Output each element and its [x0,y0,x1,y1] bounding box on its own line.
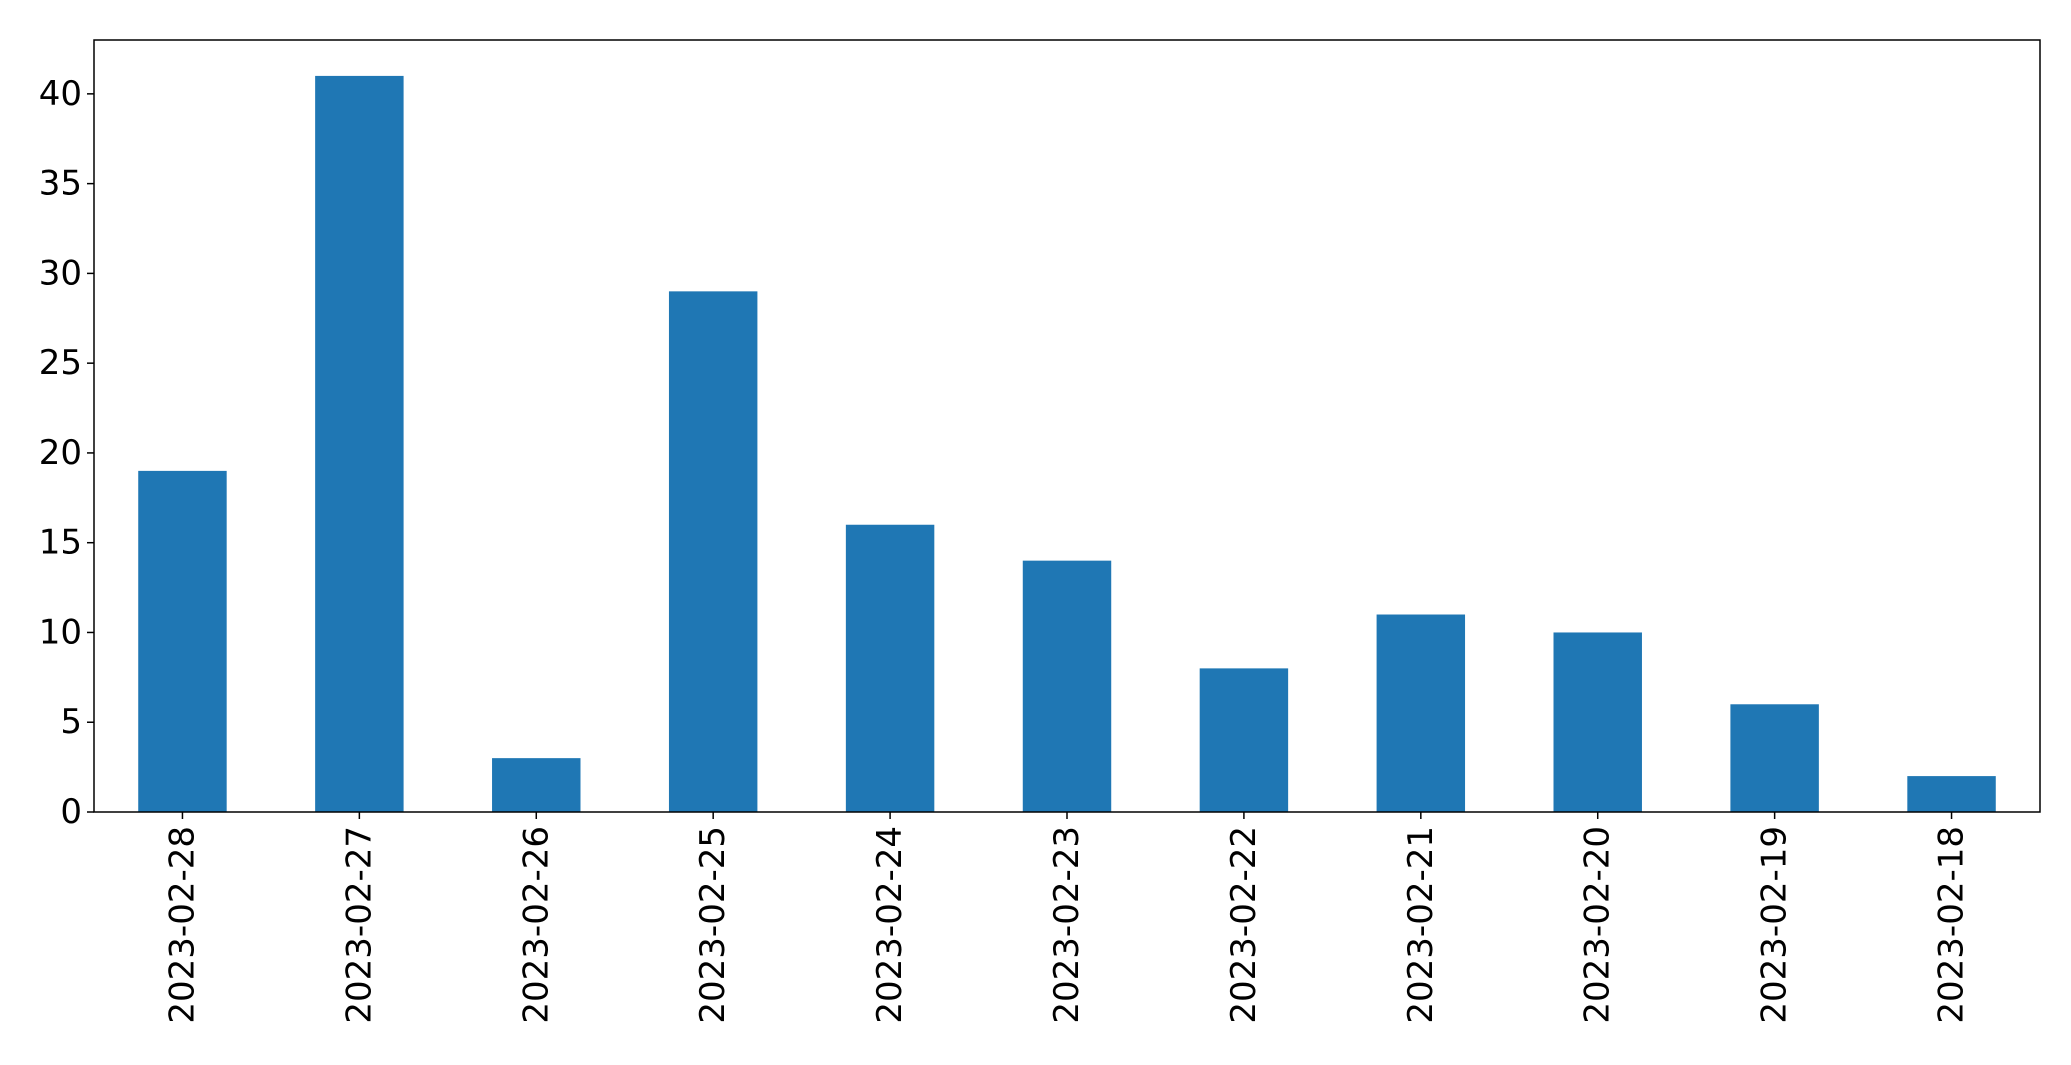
bar-2023-02-28 [138,470,227,812]
bar-2023-02-24 [845,524,935,812]
bar-2023-02-25 [668,291,758,812]
y-tick-label: 35 [39,164,82,204]
y-tick-label: 5 [60,702,82,742]
x-axis: 2023-02-28 2023-02-27 2023-02-26 2023-02-25… [162,812,1972,1024]
y-tick-label: 15 [39,523,82,563]
plot-area [138,75,1996,812]
axes-frame [93,39,2041,813]
x-tick-label: 2023-02-19 [1755,826,1795,1024]
x-tick-label: 2023-02-22 [1224,826,1264,1024]
y-tick-label: 25 [39,343,82,383]
bar-2023-02-26 [492,758,581,812]
x-tick-label: 2023-02-28 [162,826,202,1024]
y-tick-label: 40 [39,74,82,114]
x-tick-label: 2023-02-21 [1401,826,1441,1024]
x-tick-label: 2023-02-25 [693,826,733,1024]
y-tick-label: 0 [60,792,82,832]
bar-2023-02-18 [1907,776,1996,812]
x-tick-label: 2023-02-18 [1932,826,1972,1024]
x-tick-label: 2023-02-27 [339,826,379,1024]
y-axis: 0 5 10 15 20 25 30 35 40 [39,74,94,832]
x-tick-label: 2023-02-20 [1578,826,1618,1024]
x-tick-label: 2023-02-24 [870,826,910,1024]
y-tick-label: 30 [39,253,82,293]
x-tick-label: 2023-02-26 [516,826,556,1024]
bar-2023-02-22 [1199,668,1289,812]
bar-2023-02-27 [315,75,404,812]
bar-2023-02-20 [1553,632,1642,812]
bar-2023-02-23 [1022,560,1112,812]
bar-2023-02-21 [1376,614,1466,812]
x-tick-label: 2023-02-23 [1047,826,1087,1024]
y-tick-label: 10 [39,612,82,652]
bar-2023-02-19 [1730,704,1819,812]
y-tick-label: 20 [39,433,82,473]
